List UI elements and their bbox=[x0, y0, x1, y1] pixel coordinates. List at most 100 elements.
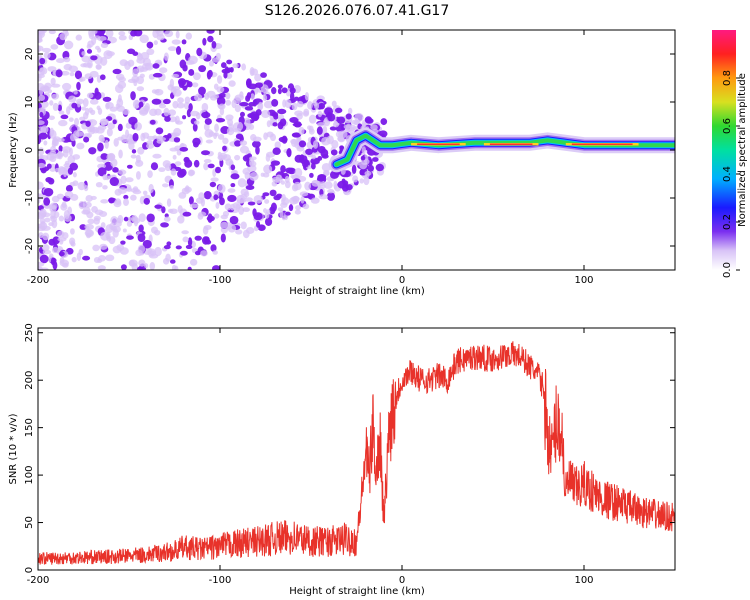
spectrogram-blob bbox=[240, 221, 247, 230]
spectrogram-blob bbox=[132, 216, 139, 222]
spectrogram-blob bbox=[70, 240, 75, 246]
spectrogram-blob bbox=[138, 213, 146, 223]
top-x-axis-label: Height of straight line (km) bbox=[289, 286, 425, 297]
figure-title: S126.2026.076.07.41.G17 bbox=[265, 3, 450, 19]
spectrogram-blob bbox=[90, 195, 97, 201]
spectrogram-blob bbox=[209, 181, 217, 188]
spectrogram-blob bbox=[58, 110, 65, 115]
spectrogram-blob bbox=[230, 173, 240, 180]
spectrogram-blob bbox=[318, 194, 329, 200]
spectrogram-blob bbox=[95, 127, 105, 134]
spectrogram-blob bbox=[263, 132, 269, 140]
spectrogram-blob bbox=[213, 132, 218, 140]
spectrogram-blob bbox=[272, 176, 281, 183]
spectrogram-blob bbox=[139, 67, 149, 72]
spectrogram-blob bbox=[160, 222, 169, 228]
spectrogram-blob bbox=[112, 167, 119, 173]
spectrogram-blob bbox=[96, 64, 102, 70]
spectrogram-blob bbox=[38, 120, 45, 126]
spectrogram-blob bbox=[116, 244, 125, 251]
spectrogram-blob bbox=[188, 169, 196, 176]
spectrogram-blob bbox=[264, 217, 273, 226]
spectrogram-blob bbox=[197, 213, 204, 220]
spectrogram-blob bbox=[58, 119, 68, 127]
spectrogram-blob bbox=[59, 33, 67, 41]
spectrogram-blob bbox=[359, 178, 364, 184]
spectrogram-blob bbox=[310, 197, 320, 204]
spectrogram-blob bbox=[41, 244, 50, 252]
spectrogram-blob bbox=[207, 35, 214, 43]
spectrogram-blob bbox=[163, 216, 171, 222]
spectrogram-blob bbox=[247, 83, 258, 90]
spectrogram-blob bbox=[132, 189, 142, 195]
spectrogram-blob bbox=[83, 185, 89, 192]
spectrogram-blob bbox=[181, 230, 189, 235]
spectrogram-blob bbox=[82, 62, 92, 68]
spectrogram-blob bbox=[42, 249, 52, 255]
spectrogram-blob bbox=[118, 31, 126, 36]
spectrogram-blob bbox=[100, 153, 109, 160]
spectrogram-blob bbox=[310, 157, 320, 165]
spectrogram-blob bbox=[324, 107, 334, 116]
spectrogram-blob bbox=[284, 180, 291, 189]
spectrogram-blob bbox=[260, 110, 271, 119]
spectrogram-blob bbox=[52, 102, 59, 112]
spectrogram-blob bbox=[145, 143, 155, 149]
spectrogram-blob bbox=[102, 185, 108, 190]
spectrogram-blob bbox=[321, 136, 331, 146]
spectrogram-blob bbox=[302, 203, 310, 210]
spectrogram-blob bbox=[327, 188, 335, 194]
spectrogram-blob bbox=[215, 118, 226, 123]
spectrogram-blob bbox=[262, 192, 270, 197]
spectrogram-blob bbox=[203, 123, 210, 131]
spectrogram-blob bbox=[47, 204, 57, 210]
spectrogram-blob bbox=[41, 47, 52, 53]
spectrogram-blob bbox=[60, 70, 70, 76]
bottom-y-axis-label: SNR (10 * v/v) bbox=[8, 413, 19, 484]
spectrogram-blob bbox=[132, 68, 139, 77]
spectrogram-blob bbox=[95, 181, 103, 188]
spectrogram-blob bbox=[285, 167, 294, 174]
bottom-y-tick-label: 150 bbox=[24, 418, 35, 437]
bottom-y-tick-label: 250 bbox=[24, 323, 35, 342]
spectrogram-blob bbox=[365, 118, 374, 124]
spectrogram-blob bbox=[81, 51, 86, 56]
spectrogram-blob bbox=[220, 221, 229, 229]
spectrogram-blob bbox=[55, 58, 65, 64]
spectrogram-blob bbox=[153, 229, 161, 236]
spectrogram-blob bbox=[277, 108, 287, 115]
spectrogram-blob bbox=[106, 153, 114, 162]
spectrogram-blob bbox=[239, 101, 249, 107]
spectrogram-blob bbox=[155, 89, 160, 94]
spectrogram-blob bbox=[279, 209, 284, 218]
spectrogram-blob bbox=[270, 160, 281, 166]
spectrogram-blob bbox=[234, 104, 241, 113]
spectrogram-blob bbox=[128, 259, 138, 267]
snr-series-line bbox=[38, 341, 675, 565]
spectrogram-blob bbox=[110, 158, 118, 168]
spectrogram-blob bbox=[50, 145, 57, 153]
spectrogram-blob bbox=[380, 118, 388, 126]
spectrogram-blob bbox=[114, 198, 122, 205]
spectrogram-blob bbox=[127, 59, 135, 67]
spectrogram-blob bbox=[343, 124, 351, 130]
spectrogram-blob bbox=[137, 266, 144, 270]
spectrogram-blob bbox=[123, 216, 129, 222]
spectrogram-blob bbox=[307, 101, 313, 110]
spectrogram-blob bbox=[38, 45, 44, 52]
spectrogram-blob bbox=[171, 73, 180, 78]
spectrogram-blob bbox=[254, 73, 262, 82]
spectrogram-blob bbox=[193, 93, 203, 102]
spectrogram-blob bbox=[137, 233, 146, 242]
spectrogram-blob bbox=[169, 78, 175, 88]
spectrogram-blob bbox=[120, 240, 126, 245]
spectrogram-blob bbox=[245, 184, 255, 190]
top-y-tick-label: 10 bbox=[24, 96, 35, 109]
top-y-axis-label: Frequency (Hz) bbox=[8, 112, 19, 188]
bottom-x-tick-label: -200 bbox=[27, 575, 50, 586]
spectrogram-blob bbox=[193, 159, 200, 168]
spectrogram-blob bbox=[79, 224, 87, 230]
spectrogram-blob bbox=[135, 170, 141, 180]
spectrogram-blob bbox=[150, 162, 159, 171]
spectrogram-blob bbox=[112, 68, 122, 75]
